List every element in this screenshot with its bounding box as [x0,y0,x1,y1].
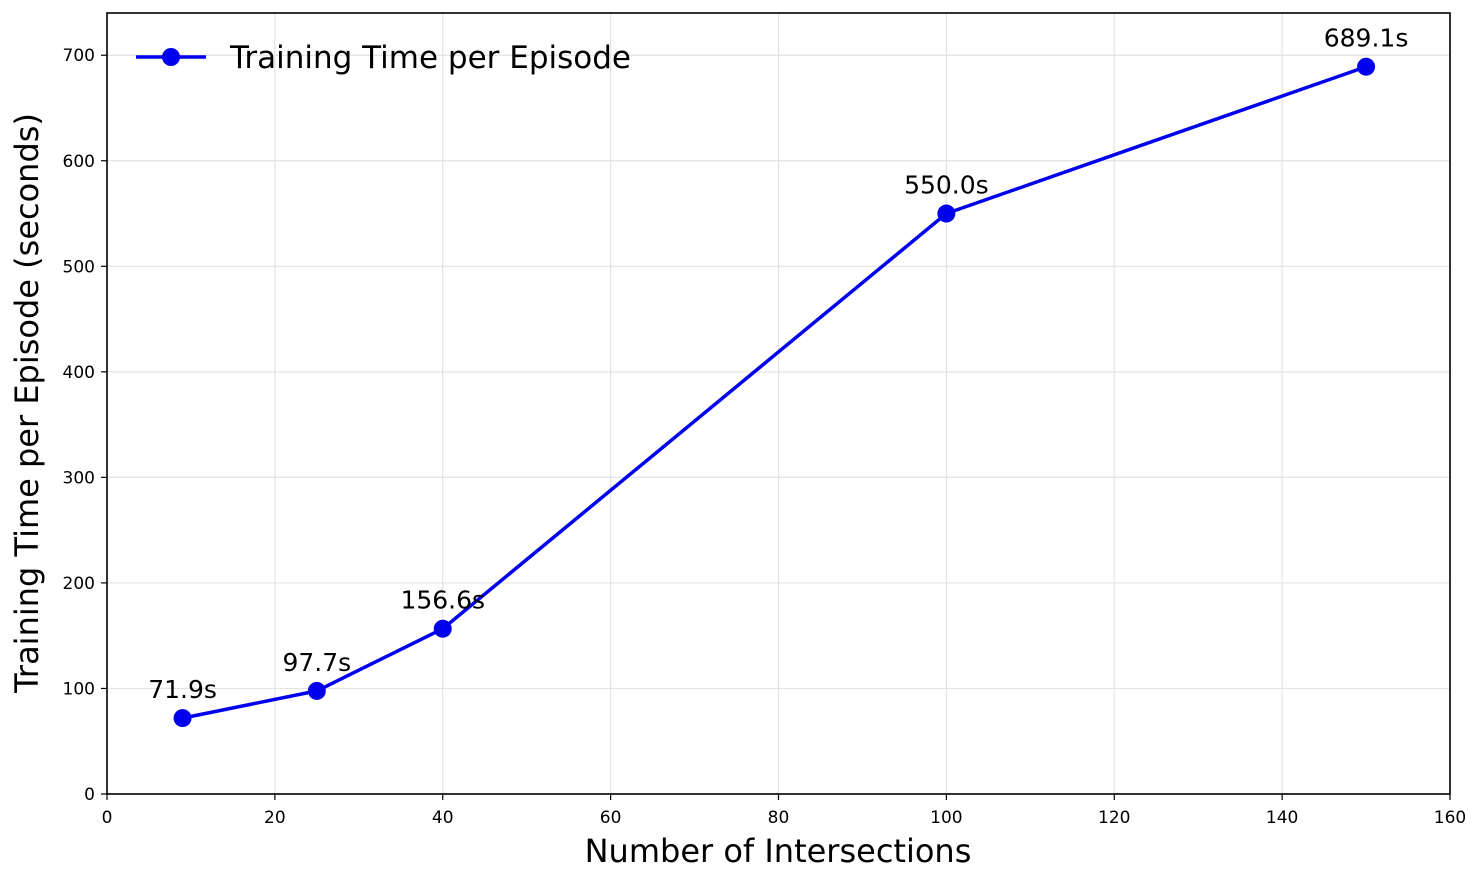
y-tick-label: 500 [63,257,95,277]
y-tick-label: 0 [84,785,95,805]
series-layer: 71.9s 97.7s 156.6s 550.0s 689.1s [148,24,1409,728]
data-point [937,204,956,223]
series-line [182,65,1367,720]
x-tick-label: 60 [600,808,622,828]
x-tick-label: 100 [930,808,962,828]
y-tick-label: 600 [63,152,95,172]
grid-lines [106,13,1451,795]
y-tick-label: 300 [63,468,95,488]
data-point [1357,57,1376,76]
legend: Training Time per Episode [136,40,631,76]
data-label: 156.6s [400,586,485,615]
x-axis-title: Number of Intersections [585,832,972,870]
legend-marker-swatch [162,48,180,66]
data-point [307,681,326,700]
y-tick-label: 700 [63,46,95,66]
x-tick-label: 120 [1098,808,1130,828]
y-axis-title: Training Time per Episode (seconds) [8,113,46,694]
y-tick-label: 400 [63,363,95,383]
data-label: 550.0s [904,171,989,200]
axis-ticks: 0 20 40 60 80 100 120 140 160 0 100 200 300 400 500 600… [63,46,1467,828]
x-tick-label: 140 [1266,808,1298,828]
data-point [173,709,192,728]
data-label: 97.7s [282,648,351,677]
legend-label: Training Time per Episode [229,40,631,76]
x-tick-label: 80 [768,808,790,828]
data-label: 689.1s [1324,24,1409,53]
y-tick-label: 100 [63,679,95,699]
x-tick-label: 40 [432,808,454,828]
y-tick-label: 200 [63,574,95,594]
data-point [433,619,452,638]
x-tick-label: 20 [264,808,286,828]
x-tick-label: 0 [102,808,113,828]
x-tick-label: 160 [1434,808,1466,828]
data-label: 71.9s [148,675,217,704]
